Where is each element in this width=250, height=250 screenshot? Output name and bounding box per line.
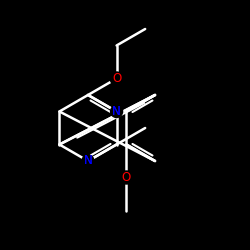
Circle shape [110,106,122,118]
Text: N: N [112,105,121,118]
Text: N: N [84,154,92,168]
Circle shape [110,72,123,85]
Circle shape [120,171,133,184]
Text: N: N [84,154,92,168]
Text: N: N [112,105,121,118]
Text: O: O [122,171,131,184]
Text: O: O [112,72,121,85]
Circle shape [82,155,94,167]
